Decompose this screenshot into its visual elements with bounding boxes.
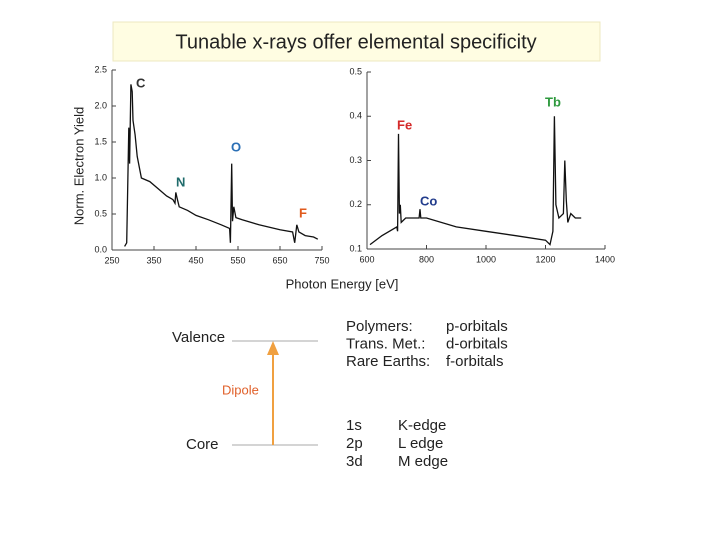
x-tick-label: 600 [359,254,374,264]
spectrum-line [369,116,582,246]
y-tick-label: 0.3 [349,155,362,165]
y-tick-label: 0.2 [349,199,362,209]
element-label: Tb [545,94,561,109]
x-tick-label: 250 [104,255,119,265]
x-axis-label: Photon Energy [eV] [286,276,399,291]
title-box [112,21,601,62]
orbital-text: Polymers: [346,318,413,335]
element-label: O [231,139,241,154]
element-label: Co [420,193,437,208]
element-label: F [299,205,307,220]
edge-text: M edge [398,453,448,470]
orbital-text: Rare Earths: [346,353,430,370]
element-label: Fe [397,117,412,132]
transition-label: Dipole [222,382,259,397]
x-tick-label: 1200 [535,254,555,264]
y-tick-label: 0.5 [349,66,362,76]
edge-text: 1s [346,417,362,434]
x-tick-label: 450 [188,255,203,265]
x-tick-label: 1000 [476,254,496,264]
y-tick-label: 0.0 [94,244,107,254]
edge-text: K-edge [398,417,446,434]
y-tick-label: 2.5 [94,64,107,74]
x-tick-label: 750 [314,255,329,265]
y-tick-label: 1.0 [94,172,107,182]
x-tick-label: 350 [146,255,161,265]
y-tick-label: 0.5 [94,208,107,218]
element-label: C [136,75,146,90]
x-tick-label: 1400 [595,254,615,264]
slide-title: Tunable x-rays offer elemental specifici… [175,31,536,53]
x-tick-label: 650 [272,255,287,265]
orbital-text: p-orbitals [446,318,508,335]
spectrum-line [124,84,319,247]
edge-text: 2p [346,435,363,452]
y-tick-label: 0.1 [349,243,362,253]
orbital-text: d-orbitals [446,335,508,352]
level-label: Core [186,436,219,453]
edge-text: 3d [346,453,363,470]
edge-text: L edge [398,435,443,452]
orbital-text: Trans. Met.: [346,335,425,352]
y-tick-label: 2.0 [94,100,107,110]
x-tick-label: 550 [230,255,245,265]
y-axis-label: Norm. Electron Yield [71,107,86,226]
arrow-head [267,341,279,355]
x-tick-label: 800 [419,254,434,264]
level-label: Valence [172,329,225,346]
orbital-text: f-orbitals [446,353,504,370]
y-tick-label: 1.5 [94,136,107,146]
y-tick-label: 0.4 [349,111,362,121]
element-label: N [176,174,185,189]
